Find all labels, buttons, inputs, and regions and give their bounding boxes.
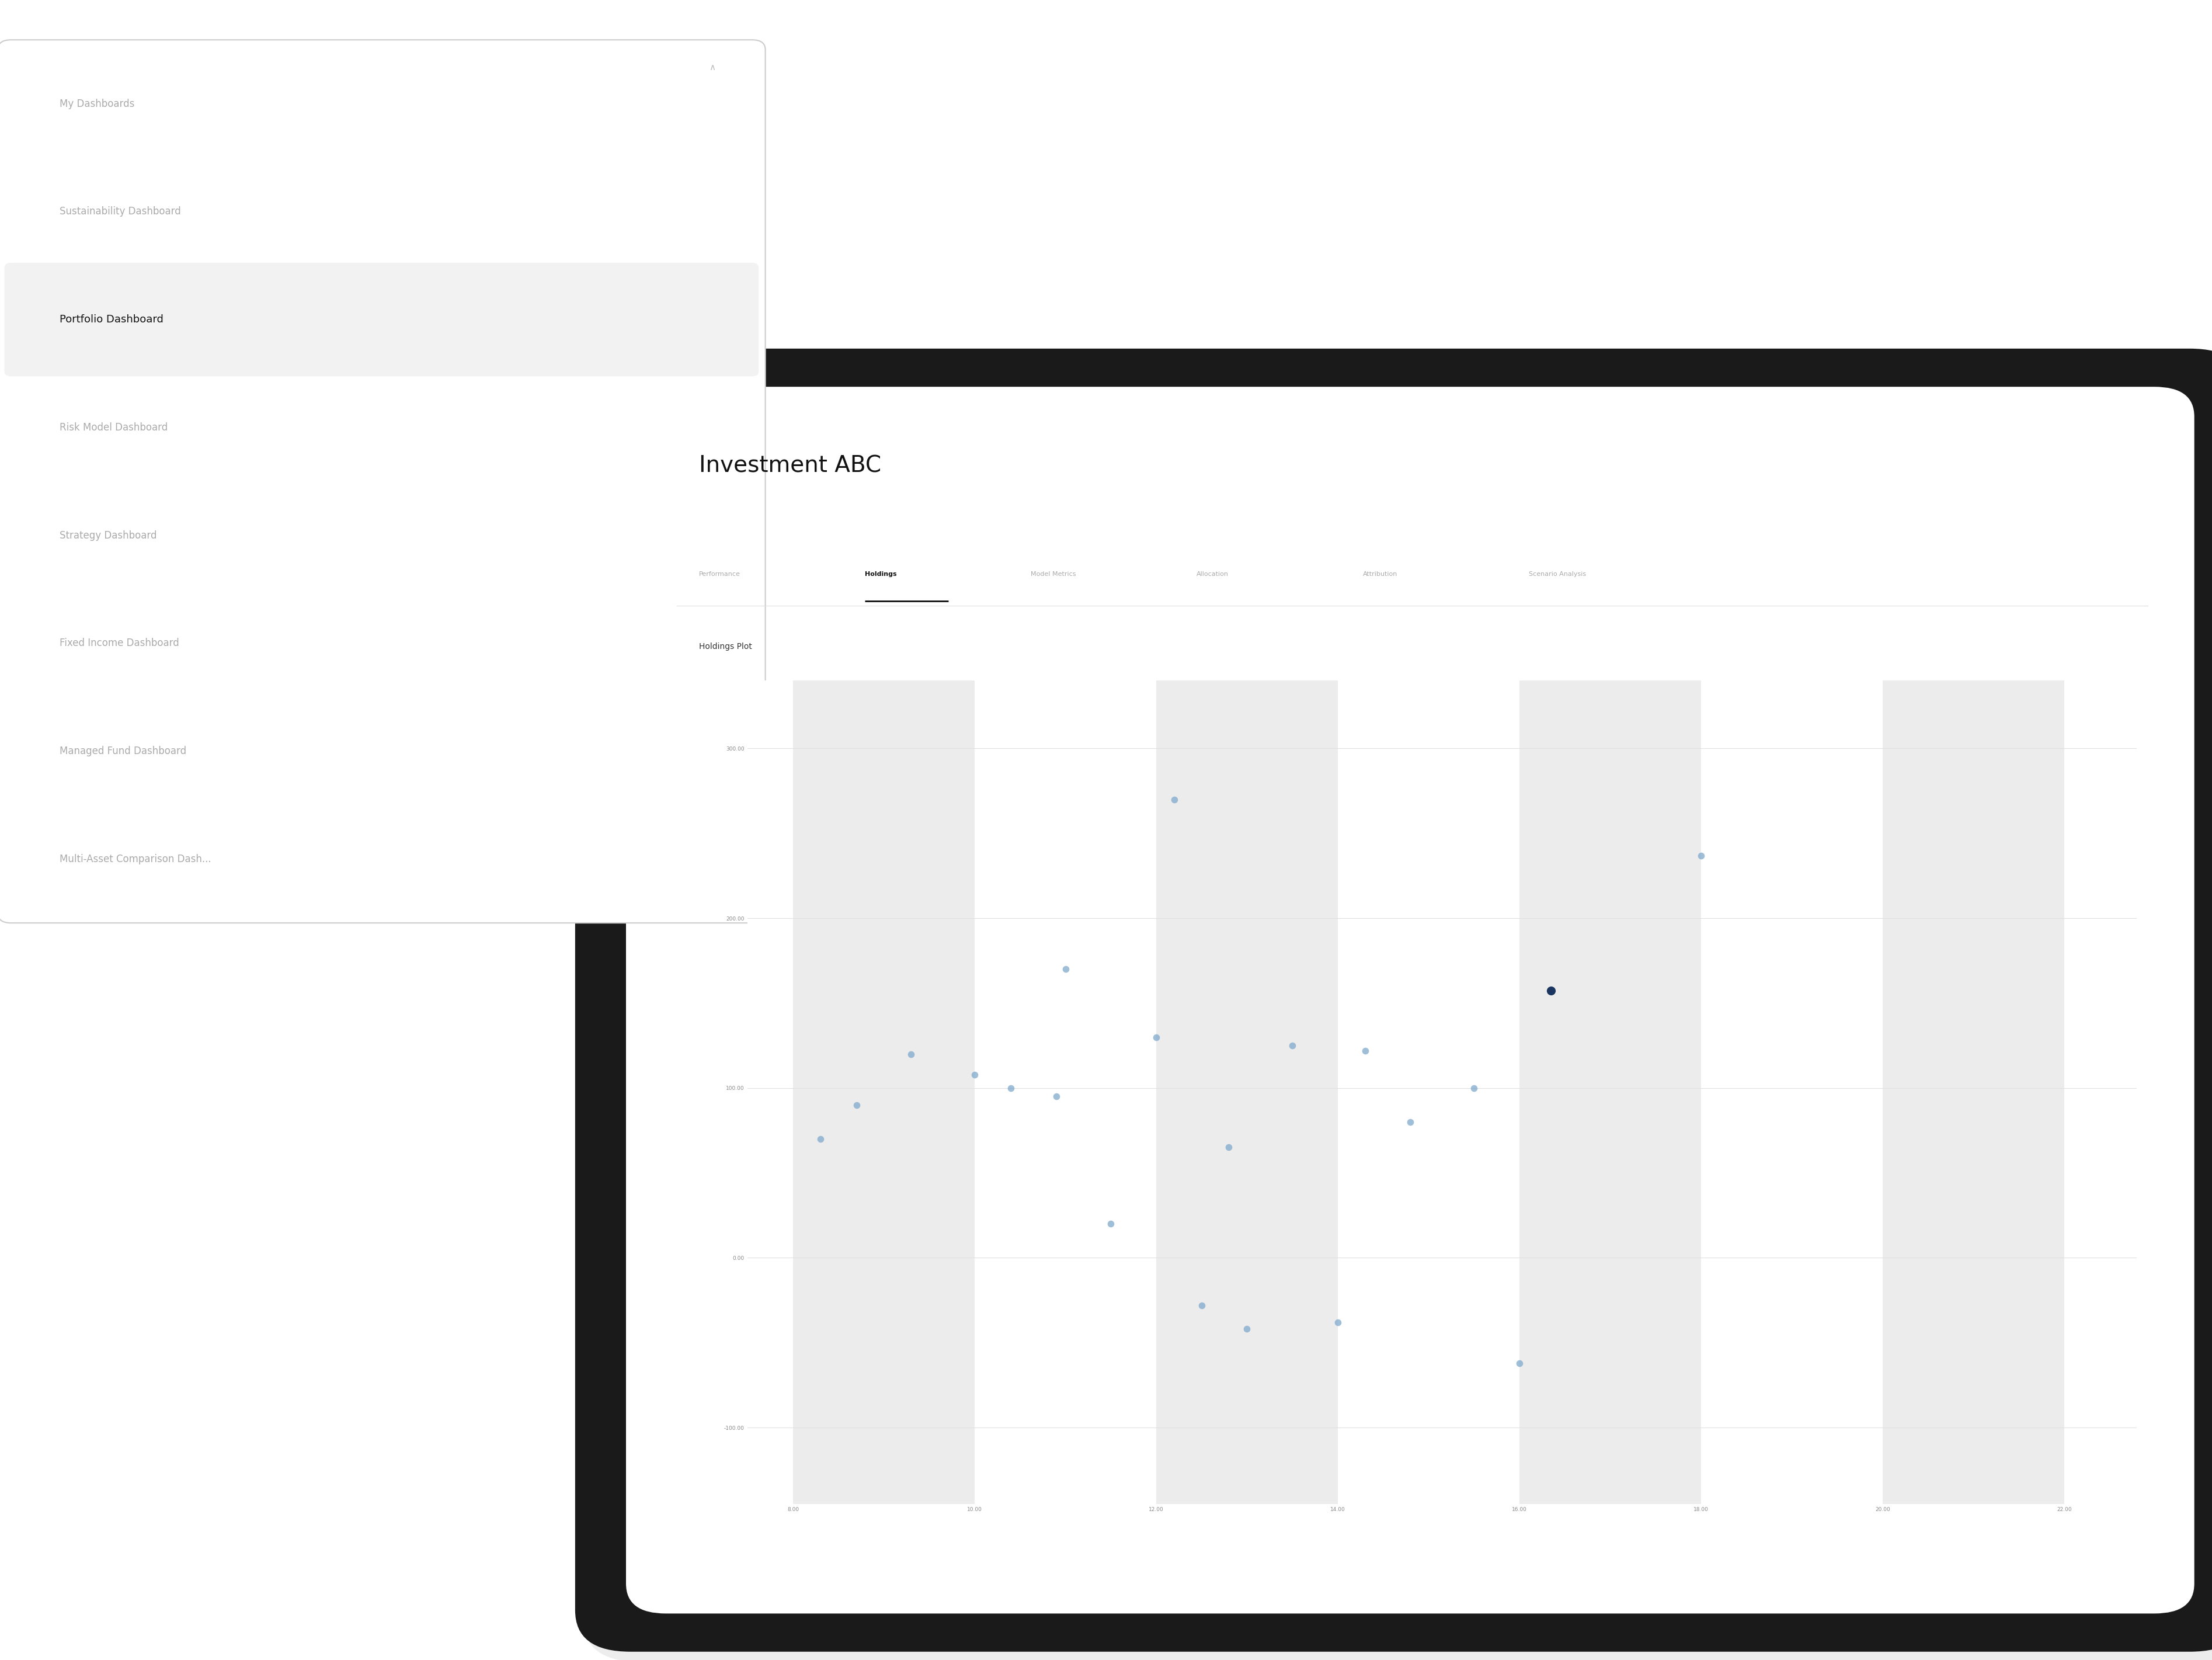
Text: TCKR A: TCKR A — [1595, 931, 1632, 941]
Text: Model Metrics: Model Metrics — [1031, 571, 1075, 578]
Text: Scenario Analysis: Scenario Analysis — [1528, 571, 1586, 578]
Text: My Dashboards: My Dashboards — [60, 98, 135, 110]
FancyBboxPatch shape — [1562, 903, 1909, 1147]
Bar — [794, 681, 975, 1504]
Point — [1683, 842, 1719, 868]
Point — [838, 1092, 874, 1119]
FancyBboxPatch shape — [1555, 898, 1902, 1142]
Point — [993, 1074, 1029, 1101]
Point — [1212, 1134, 1248, 1160]
FancyBboxPatch shape — [575, 349, 2212, 1652]
FancyBboxPatch shape — [626, 387, 2194, 1614]
Text: Attribution: Attribution — [1363, 571, 1398, 578]
Bar — [1157, 681, 1338, 1504]
Text: 3.85: 3.85 — [1845, 1081, 1863, 1087]
Text: Strategy Dashboard: Strategy Dashboard — [60, 530, 157, 541]
FancyBboxPatch shape — [584, 359, 2212, 1660]
Text: Return: Return — [1595, 1034, 1619, 1041]
Text: Investment ABC: Investment ABC — [699, 455, 880, 476]
Text: Risk Model Dashboard: Risk Model Dashboard — [60, 422, 168, 433]
Point — [1533, 978, 1568, 1004]
Point — [1347, 1038, 1382, 1064]
Text: Allocation: Allocation — [1197, 571, 1230, 578]
Text: Performance: Performance — [699, 571, 741, 578]
Point — [894, 1041, 929, 1067]
Point — [1321, 1310, 1356, 1336]
Text: 157.26: 157.26 — [1834, 1034, 1863, 1041]
Point — [1455, 1074, 1491, 1101]
Point — [1139, 1024, 1175, 1051]
FancyBboxPatch shape — [4, 262, 759, 377]
Text: Multi-Asset Comparison Dash...: Multi-Asset Comparison Dash... — [60, 853, 212, 865]
Point — [803, 1125, 838, 1152]
Text: Holdings: Holdings — [865, 571, 896, 578]
Text: Sustainability Dashboard: Sustainability Dashboard — [60, 206, 181, 217]
Point — [1502, 1350, 1537, 1376]
Text: Portfolio Dashboard: Portfolio Dashboard — [60, 314, 164, 325]
Point — [1183, 1291, 1219, 1318]
Point — [1230, 1316, 1265, 1343]
Bar — [1882, 681, 2064, 1504]
Text: Weight: Weight — [1595, 1081, 1621, 1087]
Text: Std Dev: Std Dev — [1595, 988, 1624, 994]
Point — [1093, 1210, 1128, 1237]
Text: 16.35: 16.35 — [1840, 988, 1863, 994]
Text: ∧: ∧ — [710, 63, 714, 71]
Point — [958, 1061, 993, 1087]
FancyBboxPatch shape — [0, 40, 765, 923]
Point — [1048, 956, 1084, 983]
Point — [1274, 1033, 1310, 1059]
Point — [1394, 1109, 1429, 1135]
Text: Holdings Plot: Holdings Plot — [699, 642, 752, 651]
Bar — [1520, 681, 1701, 1504]
Point — [1157, 787, 1192, 813]
Text: Managed Fund Dashboard: Managed Fund Dashboard — [60, 745, 186, 757]
Point — [1040, 1084, 1075, 1111]
Text: Fixed Income Dashboard: Fixed Income Dashboard — [60, 637, 179, 649]
